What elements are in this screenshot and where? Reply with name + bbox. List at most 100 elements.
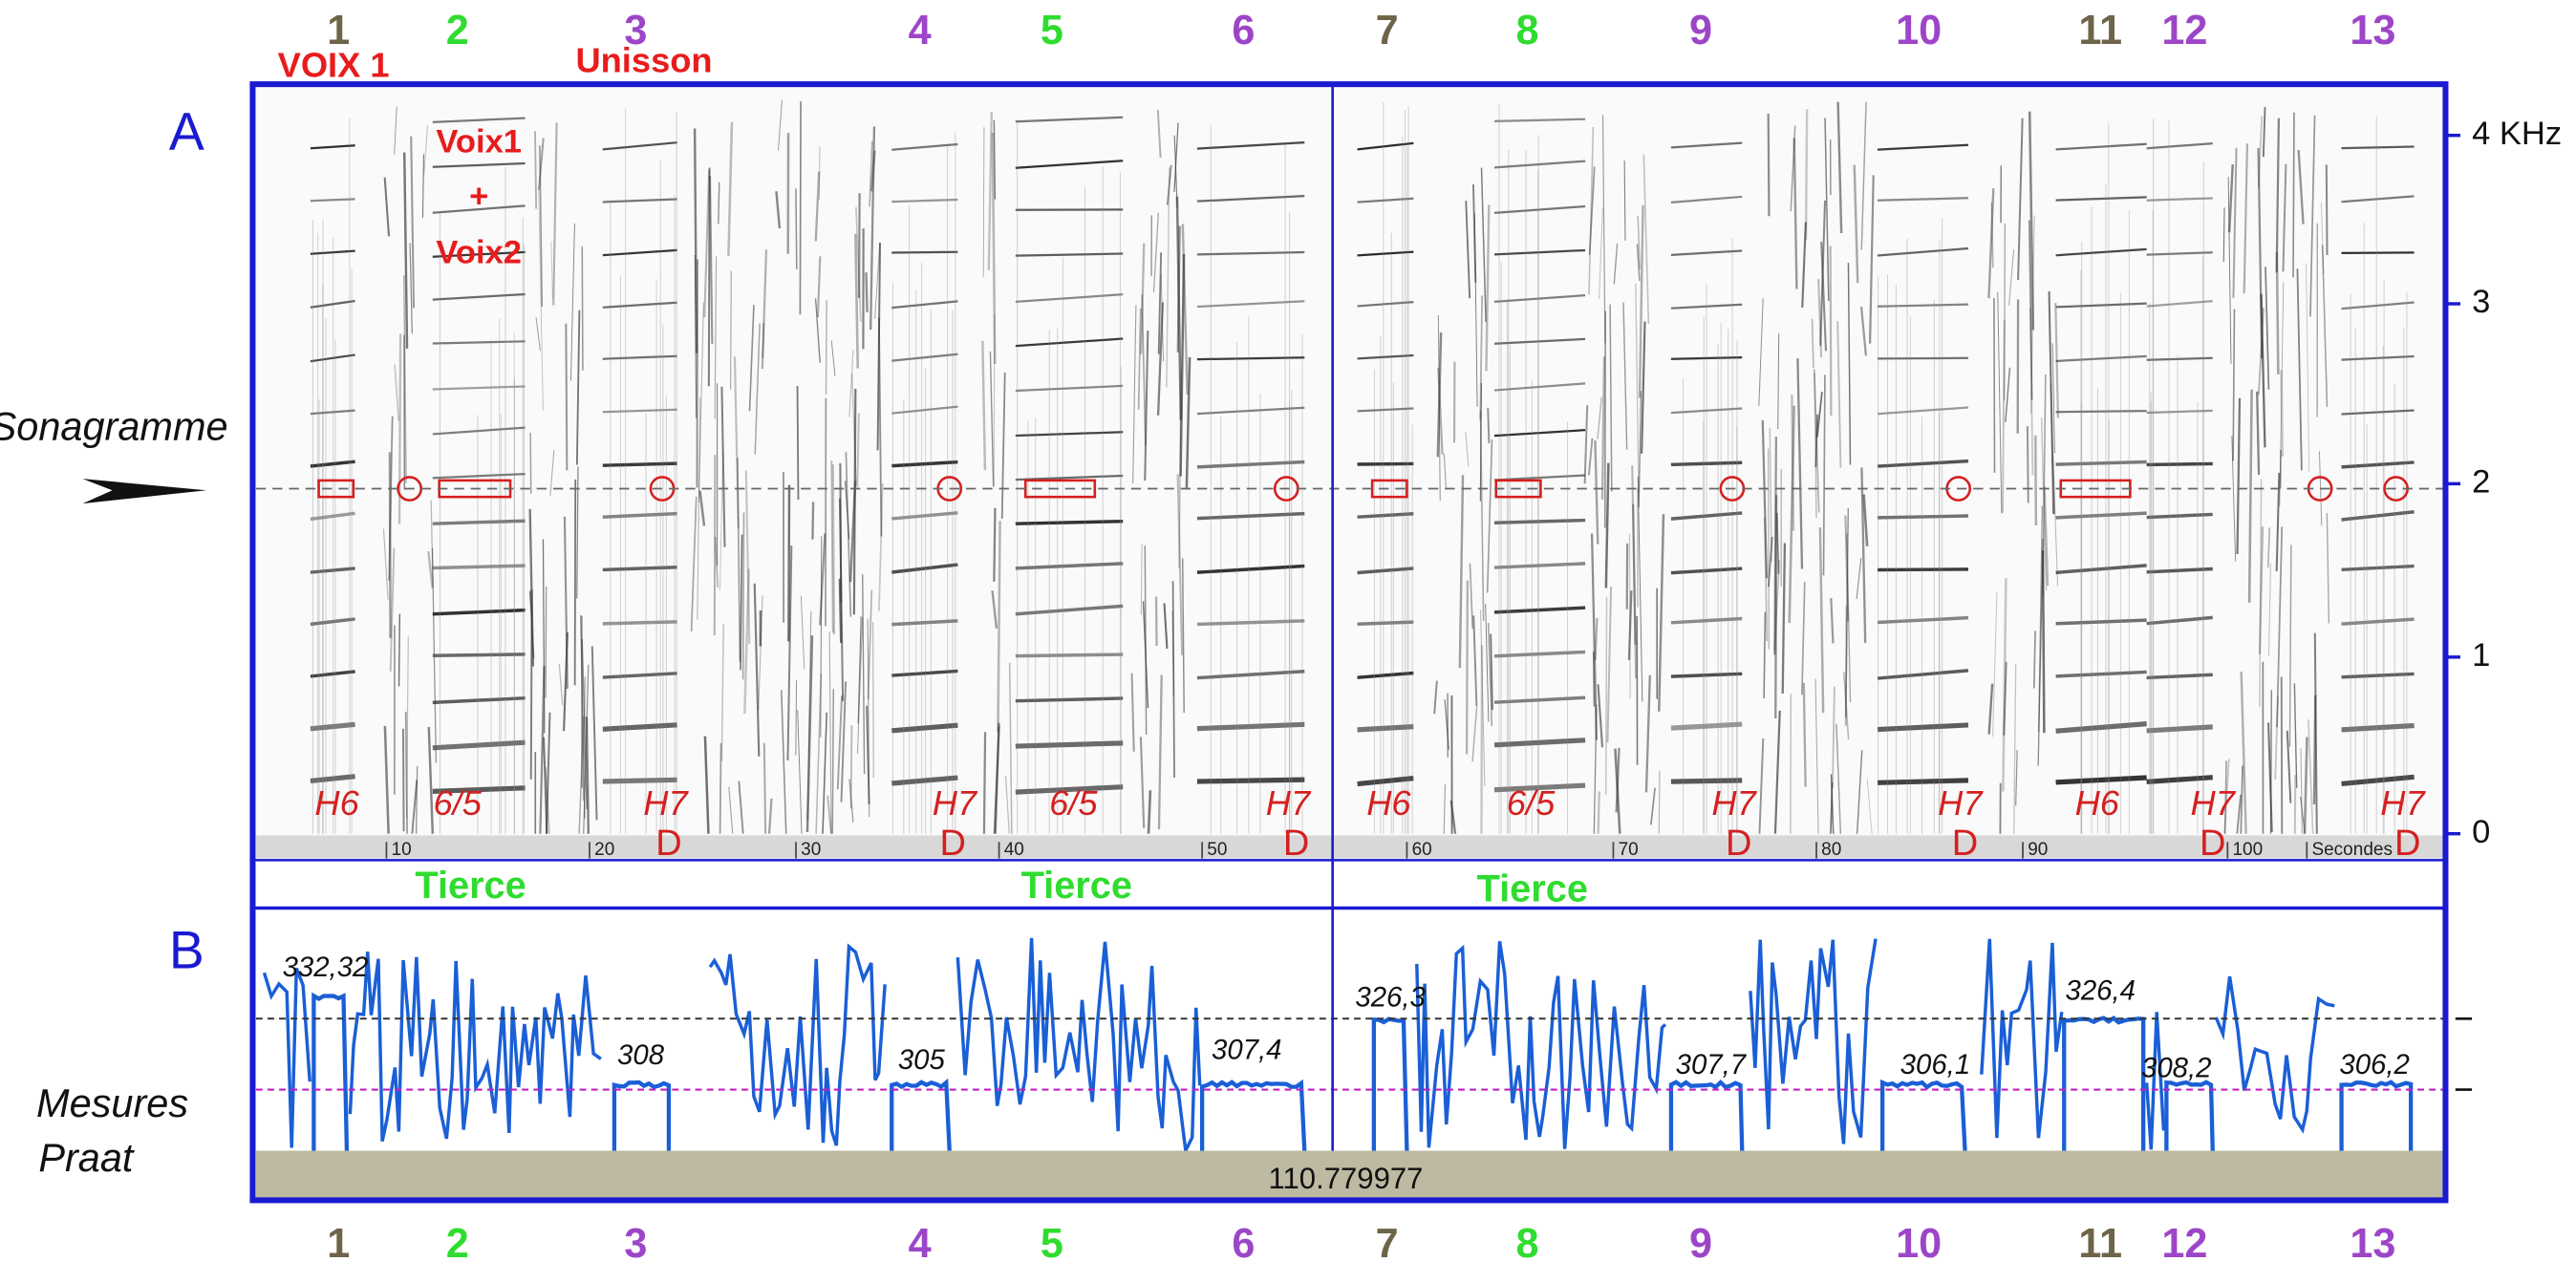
harmonic	[310, 409, 355, 416]
pitch-noise	[955, 937, 1202, 1157]
noise	[1814, 678, 1819, 834]
harmonic-label: H7	[1711, 783, 1757, 823]
harmonic	[1357, 407, 1414, 413]
noise	[855, 206, 862, 322]
harmonic	[1493, 782, 1586, 793]
harmonic	[432, 117, 526, 123]
harmonic	[1670, 511, 1743, 521]
noise	[565, 323, 569, 471]
noise	[382, 528, 389, 600]
noise	[581, 246, 584, 371]
time-label: 60	[1412, 840, 1432, 860]
harmonic	[1196, 406, 1305, 416]
time-label: 80	[1821, 840, 1841, 860]
noise	[1466, 580, 1469, 755]
noise	[727, 121, 734, 257]
noise	[1768, 448, 1770, 650]
noise	[831, 689, 835, 834]
noise	[728, 786, 734, 834]
noise	[2003, 223, 2007, 401]
harmonic-label: H7	[643, 783, 689, 823]
pitch-noise	[1749, 938, 1878, 1144]
noise	[1433, 680, 1438, 715]
noise	[1641, 321, 1646, 454]
harmonic	[602, 722, 677, 732]
harmonic	[2055, 460, 2147, 466]
noise	[1486, 438, 1493, 593]
harmonic	[891, 142, 958, 151]
noise	[991, 132, 997, 364]
harmonic	[2341, 722, 2415, 733]
noise	[2265, 267, 2270, 390]
top-number: 8	[1516, 8, 1539, 53]
noise	[811, 502, 815, 540]
harmonic	[1357, 776, 1414, 787]
noise	[2267, 563, 2272, 656]
harmonic	[891, 722, 958, 734]
noise	[848, 481, 857, 583]
panel-label: A	[169, 101, 204, 160]
noise	[401, 728, 405, 832]
pitch-value: 305	[898, 1044, 946, 1076]
noise	[1997, 291, 2003, 514]
noise	[714, 256, 718, 419]
noise	[2232, 147, 2238, 298]
noise	[2243, 143, 2249, 294]
pitch-value: 308	[617, 1039, 665, 1071]
harmonic	[2055, 670, 2147, 678]
noise	[1487, 623, 1493, 726]
noise	[2296, 268, 2303, 471]
noise	[1139, 737, 1146, 828]
top-number: 12	[2161, 8, 2207, 53]
top-number: 2	[446, 8, 469, 53]
harmonic	[1015, 562, 1124, 570]
noise	[1835, 723, 1842, 834]
harmonic	[1877, 246, 1969, 257]
harmonic	[1670, 407, 1743, 415]
noise	[1156, 109, 1162, 159]
noise	[831, 464, 836, 635]
harmonic	[891, 353, 958, 362]
noise	[1801, 582, 1806, 695]
harmonic	[602, 672, 677, 679]
harmonic	[1015, 293, 1124, 303]
harmonic	[1357, 353, 1414, 360]
time-label: 90	[2028, 840, 2048, 860]
noise	[814, 298, 821, 363]
bottom-number: 9	[1689, 1221, 1712, 1262]
d-mark: D	[2394, 824, 2420, 864]
noise	[1173, 122, 1179, 192]
harmonic-label: 6/5	[434, 783, 483, 823]
noise	[778, 99, 783, 151]
pitch-noise	[1980, 938, 2064, 1139]
harmonic	[1493, 248, 1586, 256]
noise	[570, 223, 575, 381]
noise	[1593, 704, 1598, 834]
noise	[1844, 605, 1848, 726]
freq-label: 4 KHz	[2472, 116, 2562, 152]
pitch-value: 326,3	[1355, 981, 1426, 1013]
noise	[806, 610, 812, 821]
noise	[2236, 794, 2243, 834]
noise	[1613, 243, 1619, 285]
noise	[549, 450, 555, 497]
harmonic	[891, 619, 958, 627]
noise	[862, 574, 866, 775]
harmonic	[1670, 460, 1743, 467]
noise	[409, 243, 414, 334]
noise	[839, 462, 843, 603]
noise	[2266, 527, 2271, 568]
noise	[1763, 611, 1767, 698]
harmonic	[602, 141, 677, 151]
harmonic	[1493, 204, 1586, 215]
harmonic-label: H7	[933, 783, 978, 823]
noise	[2223, 759, 2230, 834]
noise	[542, 539, 546, 734]
time-label: Secondes	[2311, 840, 2393, 860]
noise	[828, 631, 832, 834]
harmonic	[2055, 196, 2147, 202]
harmonic	[602, 566, 677, 572]
harmonic	[2341, 774, 2415, 787]
side-label: Praat	[38, 1135, 135, 1180]
harmonic	[310, 670, 355, 678]
